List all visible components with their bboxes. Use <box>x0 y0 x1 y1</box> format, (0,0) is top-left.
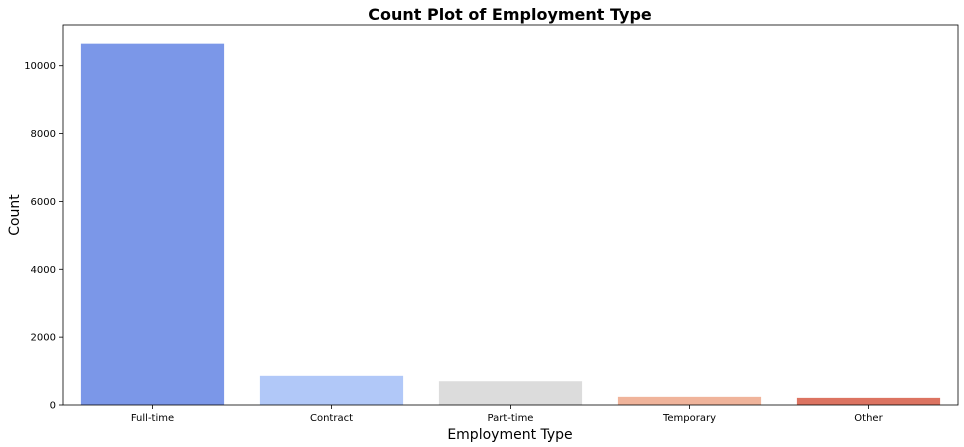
bar-contract <box>259 375 404 405</box>
y-tick-label: 10000 <box>24 61 56 72</box>
y-axis: 0 2000 4000 6000 8000 10000 <box>24 61 63 412</box>
x-tick-label: Other <box>854 413 883 424</box>
y-tick-label: 2000 <box>31 333 56 344</box>
y-axis-label: Count <box>7 194 23 236</box>
bar-temporary <box>617 396 762 405</box>
x-tick-label: Contract <box>310 413 353 424</box>
x-tick-label: Full-time <box>131 413 174 424</box>
chart-title: Count Plot of Employment Type <box>368 5 652 24</box>
x-axis: Full-time Contract Part-time Temporary Other <box>131 405 884 424</box>
plot-area <box>80 43 941 406</box>
y-tick-label: 0 <box>50 401 56 412</box>
bar-other <box>796 397 941 405</box>
x-tick-label: Part-time <box>488 413 534 424</box>
y-tick-label: 6000 <box>31 197 56 208</box>
bar-full-time <box>80 43 225 406</box>
x-tick-label: Temporary <box>662 413 716 424</box>
y-tick-label: 8000 <box>31 129 56 140</box>
bar-part-time <box>438 381 583 405</box>
y-tick-label: 4000 <box>31 265 56 276</box>
x-axis-label: Employment Type <box>447 427 572 443</box>
